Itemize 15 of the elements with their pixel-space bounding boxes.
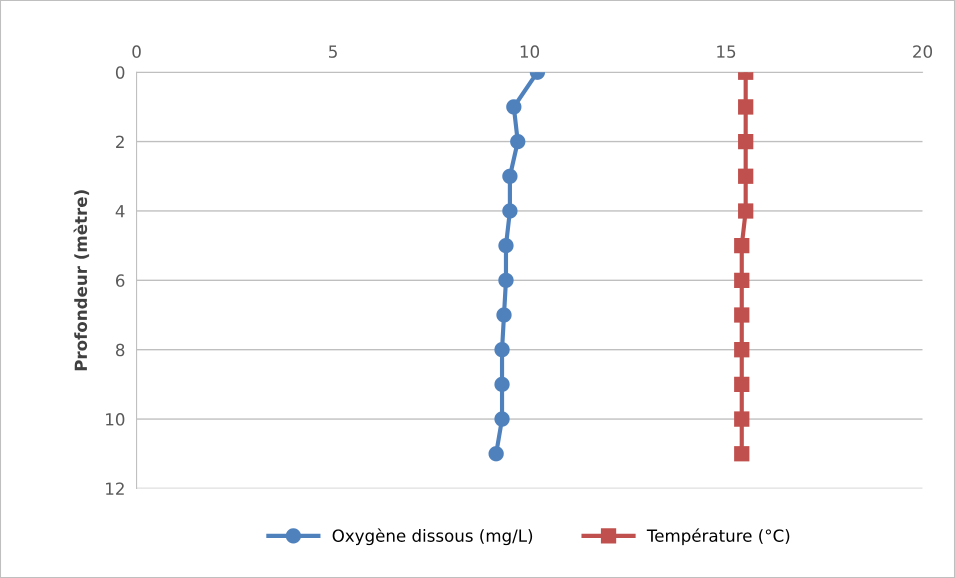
y-axis-title: Profondeur (mètre) [74, 190, 90, 370]
x-tick-label: 0 [132, 45, 141, 58]
x-tick-label: 10 [520, 45, 540, 58]
y-tick-label: 6 [116, 274, 124, 287]
legend-label: Oxygène dissous (mg/L) [332, 528, 532, 546]
y-tick-label: 12 [106, 482, 124, 495]
y-tick-label: 8 [116, 344, 124, 356]
y-tick-label: 0 [116, 66, 124, 79]
x-tick-label: 5 [329, 46, 337, 58]
x-tick-label: 20 [913, 45, 932, 58]
y-tick-label: 2 [116, 136, 124, 148]
y-tick-label: 4 [116, 205, 125, 218]
legend-label: Température (°C) [646, 528, 790, 546]
x-tick-label: 15 [717, 46, 736, 58]
y-tick-label: 10 [106, 413, 124, 426]
